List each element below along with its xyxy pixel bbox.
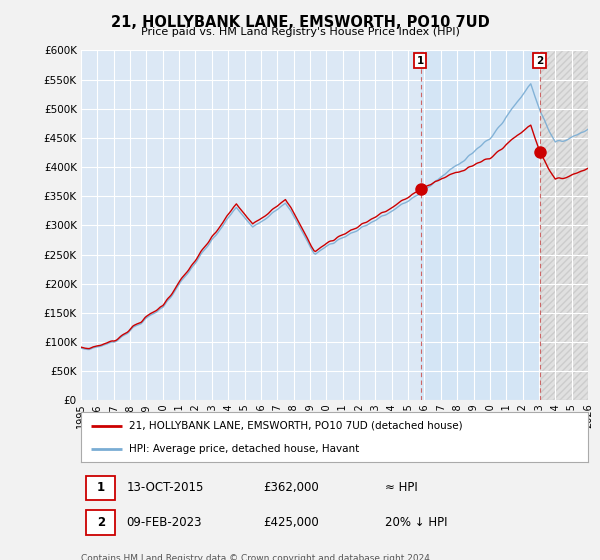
Text: 21, HOLLYBANK LANE, EMSWORTH, PO10 7UD (detached house): 21, HOLLYBANK LANE, EMSWORTH, PO10 7UD (… [129, 421, 463, 431]
Text: £362,000: £362,000 [263, 481, 319, 494]
Text: 2: 2 [97, 516, 105, 529]
Text: £425,000: £425,000 [263, 516, 319, 529]
Text: HPI: Average price, detached house, Havant: HPI: Average price, detached house, Hava… [129, 445, 359, 454]
FancyBboxPatch shape [86, 475, 115, 500]
Text: ≈ HPI: ≈ HPI [385, 481, 418, 494]
Text: 20% ↓ HPI: 20% ↓ HPI [385, 516, 448, 529]
Text: 21, HOLLYBANK LANE, EMSWORTH, PO10 7UD: 21, HOLLYBANK LANE, EMSWORTH, PO10 7UD [110, 15, 490, 30]
Bar [541, 50, 588, 400]
Text: 1: 1 [97, 481, 105, 494]
Text: Price paid vs. HM Land Registry's House Price Index (HPI): Price paid vs. HM Land Registry's House … [140, 27, 460, 37]
Text: Contains HM Land Registry data © Crown copyright and database right 2024.: Contains HM Land Registry data © Crown c… [81, 554, 433, 560]
FancyBboxPatch shape [86, 510, 115, 535]
Text: 1: 1 [416, 55, 424, 66]
Text: 2: 2 [536, 55, 543, 66]
Text: 09-FEB-2023: 09-FEB-2023 [127, 516, 202, 529]
Bar [421, 50, 541, 400]
Bar [541, 50, 588, 400]
Text: 13-OCT-2015: 13-OCT-2015 [127, 481, 204, 494]
